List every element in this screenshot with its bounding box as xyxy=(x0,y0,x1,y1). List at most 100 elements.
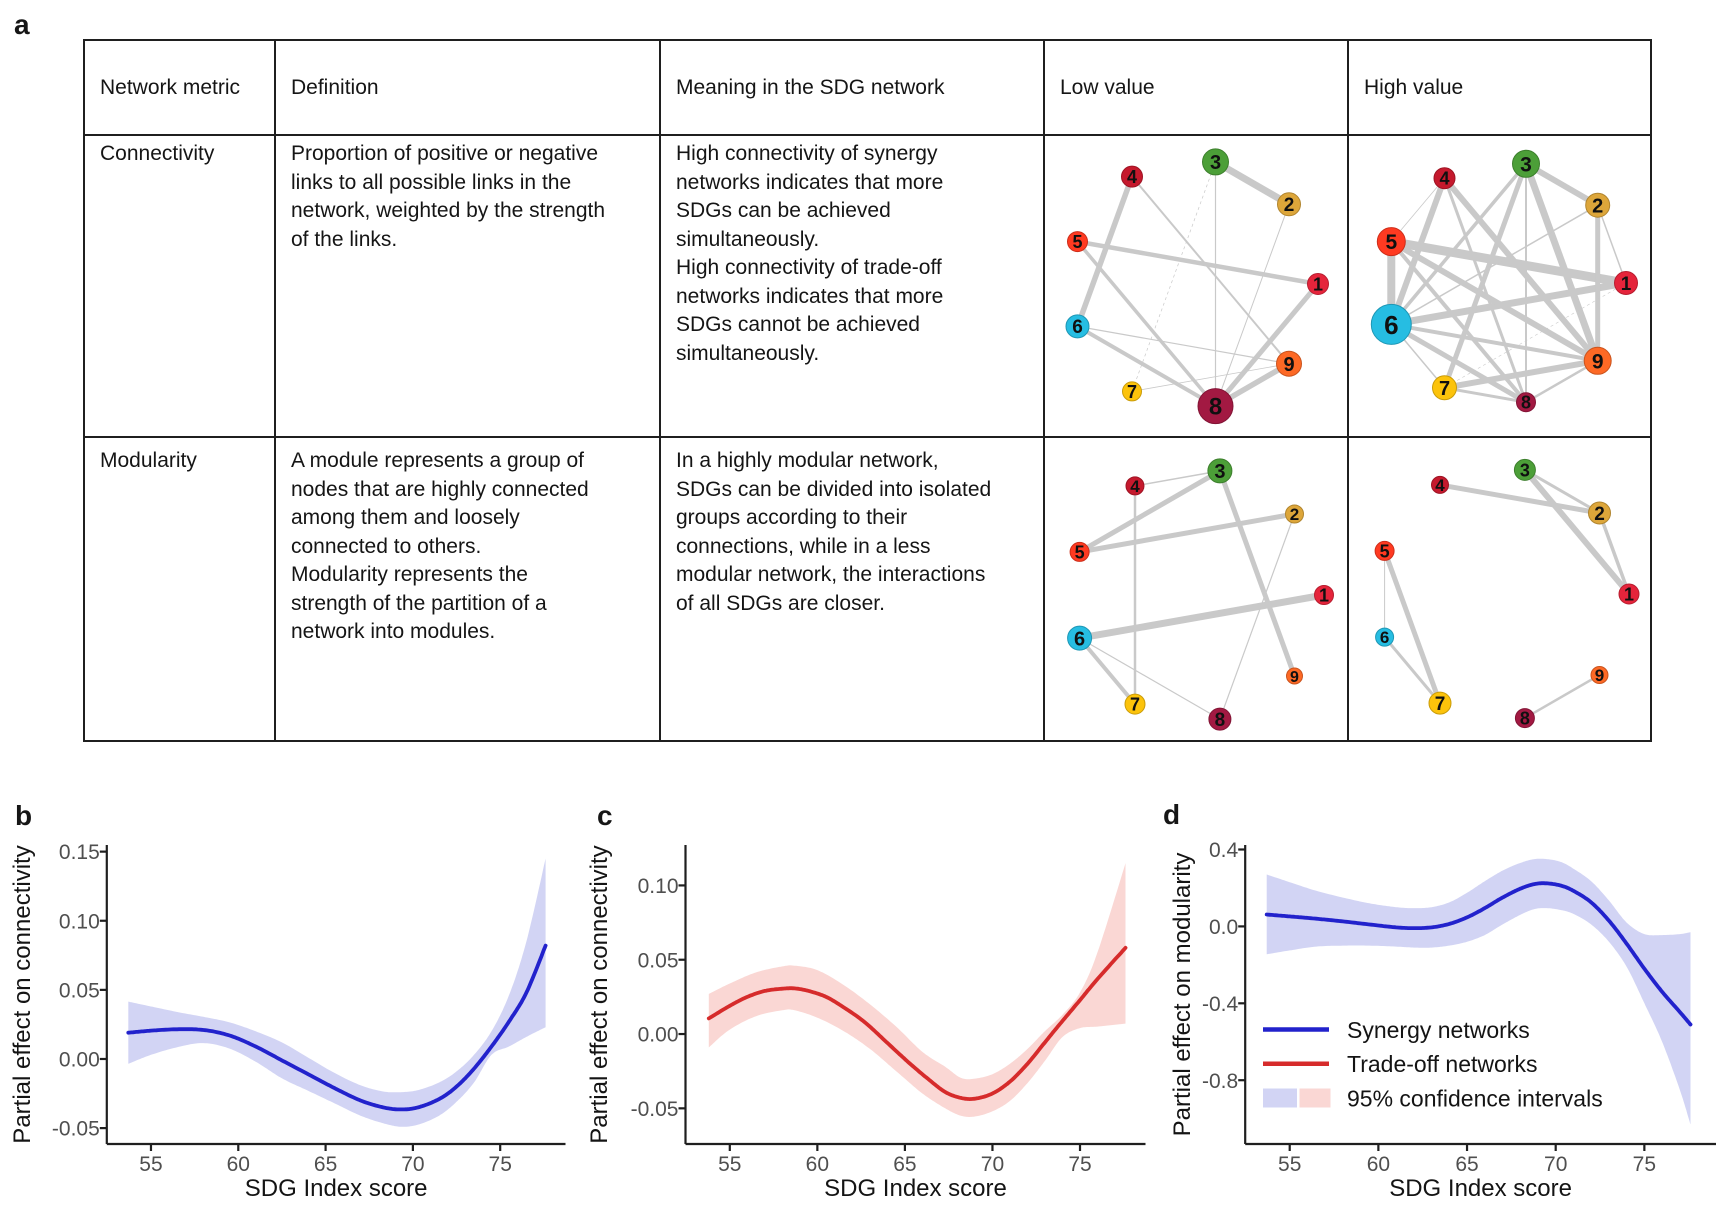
node-sdg-4 xyxy=(1433,167,1456,190)
edge-5-7 xyxy=(1382,550,1443,704)
network-connectivity-low-value: 1 2 3 4 5 6 7 8 9 xyxy=(1065,148,1329,425)
node-label-5: 5 xyxy=(1385,231,1397,254)
node-label-2: 2 xyxy=(1594,504,1605,525)
edge-3-2 xyxy=(1213,158,1291,208)
table-vline-0 xyxy=(83,39,85,742)
edge-1-7 xyxy=(1444,282,1627,389)
charts-panel-bcd: 55 60 65 70 75 -0.05 0.00 0.05 0.10 0.15 SDG Index… xyxy=(9,839,1716,1202)
edge-5-9 xyxy=(1389,239,1600,364)
node-sdg-3 xyxy=(1207,458,1233,484)
edge-5-1 xyxy=(1390,237,1627,288)
edge-2-8 xyxy=(1215,204,1290,407)
x-tick-label-c: 70 xyxy=(981,1153,1004,1176)
x-axis-title-c: SDG Index score xyxy=(824,1175,1007,1202)
x-tick-label-d: 55 xyxy=(1278,1153,1301,1176)
node-label-5: 5 xyxy=(1072,232,1082,252)
edge-6-7 xyxy=(1078,636,1137,706)
node-sdg-7 xyxy=(1124,693,1146,715)
table-header-definition: Definition xyxy=(291,75,379,99)
node-sdg-8 xyxy=(1514,708,1535,729)
node-label-7: 7 xyxy=(1130,695,1140,715)
y-tick-label-b: 0.05 xyxy=(59,979,100,1002)
node-label-3: 3 xyxy=(1210,152,1221,174)
node-label-4: 4 xyxy=(1439,169,1449,189)
node-label-7: 7 xyxy=(1435,694,1446,715)
table-hline-1 xyxy=(83,134,1652,136)
node-label-2: 2 xyxy=(1290,505,1299,524)
table-vline-1 xyxy=(274,39,276,742)
edge-7-8 xyxy=(1444,386,1527,404)
node-label-6: 6 xyxy=(1072,317,1083,338)
edge-3-9 xyxy=(1217,470,1297,677)
node-sdg-3 xyxy=(1513,458,1536,481)
edge-2-5 xyxy=(1079,511,1295,555)
node-sdg-1 xyxy=(1614,271,1638,295)
node-label-6: 6 xyxy=(1074,628,1085,650)
y-tick-label-b: -0.05 xyxy=(52,1118,100,1141)
node-label-9: 9 xyxy=(1595,666,1604,685)
panel-a-letter: a xyxy=(14,9,30,40)
legend-patch-synergy xyxy=(1263,1088,1297,1108)
node-sdg-2 xyxy=(1277,192,1301,217)
node-sdg-6 xyxy=(1065,314,1090,339)
x-tick-label-b: 55 xyxy=(139,1153,162,1176)
panel-b-letter: b xyxy=(15,800,33,831)
node-sdg-9 xyxy=(1276,350,1302,377)
node-sdg-8 xyxy=(1197,388,1234,425)
chart-panel-b: 55 60 65 70 75 -0.05 0.00 0.05 0.10 0.15 SDG Index… xyxy=(9,841,566,1202)
x-tick-label-c: 65 xyxy=(893,1153,916,1176)
node-sdg-9 xyxy=(1286,667,1303,685)
edge-3-4 xyxy=(1134,470,1221,487)
edge-4-6 xyxy=(1074,175,1135,328)
series-line-synergy-networks xyxy=(126,943,548,1112)
y-tick-label-b: 0.10 xyxy=(59,910,100,933)
node-sdg-1 xyxy=(1618,583,1640,605)
table-hline-3 xyxy=(83,740,1652,742)
y-axis-title-c: Partial effect on connectivity xyxy=(586,845,613,1143)
network-modularity-high-value: 1 2 3 4 5 6 7 8 9 xyxy=(1374,458,1640,729)
legend: Synergy networks Trade-off networks 95% co… xyxy=(1263,1017,1603,1111)
edge-4-8 xyxy=(1443,177,1528,403)
table-cell-definition-connectivity: Proportion of positive or negative links… xyxy=(291,142,606,251)
node-label-6: 6 xyxy=(1380,628,1389,647)
node-sdg-6 xyxy=(1375,627,1395,647)
node-sdg-2 xyxy=(1285,504,1304,524)
edge-5-1 xyxy=(1077,239,1319,287)
node-label-8: 8 xyxy=(1209,394,1222,421)
node-sdg-1 xyxy=(1314,585,1334,605)
node-sdg-2 xyxy=(1585,192,1611,218)
y-tick-label-c: 0.10 xyxy=(638,875,679,898)
node-label-4: 4 xyxy=(1435,476,1445,495)
x-tick-label-d: 75 xyxy=(1633,1153,1656,1176)
node-label-4: 4 xyxy=(1127,167,1137,187)
node-label-1: 1 xyxy=(1319,585,1329,605)
node-sdg-7 xyxy=(1122,381,1142,402)
node-label-2: 2 xyxy=(1284,195,1295,216)
y-tick-label-b: 0.00 xyxy=(59,1049,100,1072)
x-tick-label-c: 60 xyxy=(806,1153,829,1176)
chart-panel-d: 55 60 65 70 75 -0.8 -0.4 0.0 0.4 SDG Index score P… xyxy=(1169,839,1716,1202)
x-tick-label-c: 75 xyxy=(1068,1153,1091,1176)
edge-7-9 xyxy=(1443,357,1599,391)
x-tick-label-b: 60 xyxy=(227,1153,250,1176)
node-label-4: 4 xyxy=(1130,477,1140,496)
edge-5-8 xyxy=(1389,240,1528,404)
node-sdg-8 xyxy=(1208,707,1232,731)
node-sdg-4 xyxy=(1125,476,1145,496)
table-cell-meaning-modularity: In a highly modular network, SDGs can be… xyxy=(676,449,992,615)
table-vline-2 xyxy=(659,39,661,742)
node-label-6: 6 xyxy=(1384,310,1398,340)
edge-3-9 xyxy=(1522,162,1601,362)
table-vline-5 xyxy=(1650,39,1652,742)
y-axis-title-b: Partial effect on connectivity xyxy=(9,845,36,1143)
panel-d-letter: d xyxy=(1163,799,1181,830)
y-tick-label-c: 0.05 xyxy=(638,949,679,972)
node-label-5: 5 xyxy=(1380,541,1390,561)
table-cell-meaning-connectivity: High connectivity of synergy networks in… xyxy=(676,142,944,365)
table-vline-3 xyxy=(1043,39,1045,742)
table-header-meaning: Meaning in the SDG network xyxy=(676,75,945,99)
y-tick-label-d: 0.4 xyxy=(1209,839,1239,862)
edge-1-3 xyxy=(1522,467,1632,596)
node-sdg-1 xyxy=(1307,273,1329,295)
series-line-trade-off-networks xyxy=(706,945,1128,1102)
